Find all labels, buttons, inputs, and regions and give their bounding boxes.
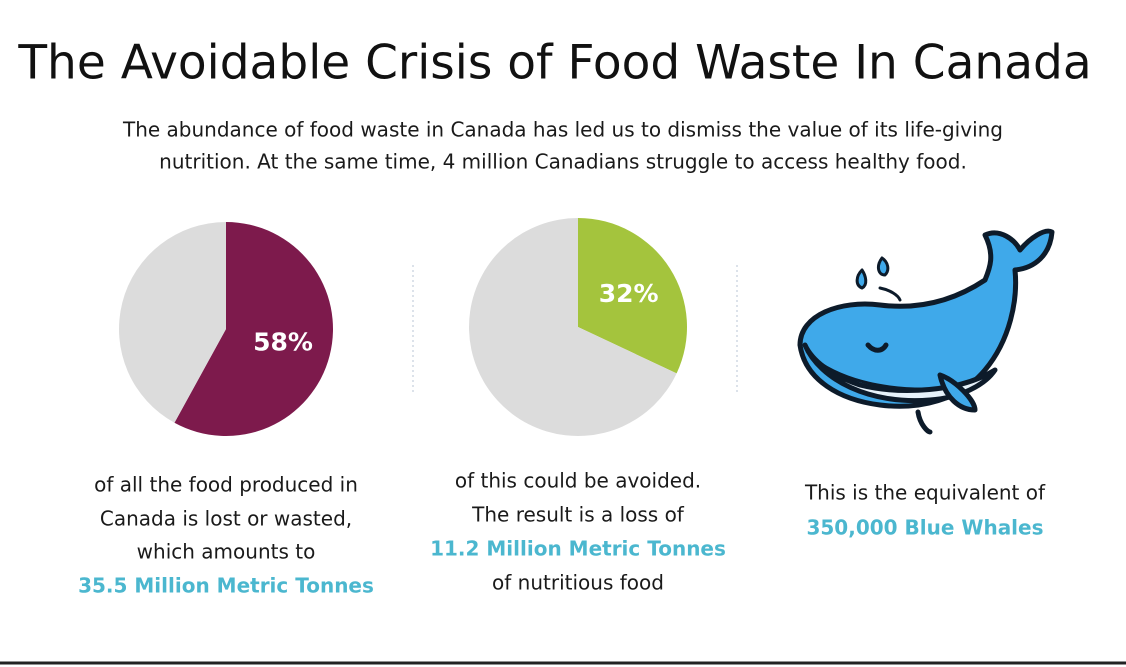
caption-line: Canada is lost or wasted,	[100, 507, 352, 531]
pie-slice	[469, 218, 677, 436]
caption-line: of this could be avoided.	[455, 469, 701, 493]
subtitle-line: nutrition. At the same time, 4 million C…	[159, 150, 967, 174]
title: The Avoidable Crisis of Food Waste In Ca…	[17, 36, 1091, 91]
caption-line: which amounts to	[137, 540, 316, 564]
pies: 58% 32%	[119, 218, 687, 437]
slice-label: 32%	[599, 279, 659, 308]
caption-line: of all the food produced in	[94, 473, 358, 497]
subtitle-line: The abundance of food waste in Canada ha…	[122, 118, 1003, 142]
pie-slice	[578, 218, 687, 374]
caption-highlight: 35.5 Million Metric Tonnes	[78, 574, 374, 598]
caption-line: The result is a loss of	[471, 503, 685, 527]
pie-slice	[119, 222, 226, 423]
caption-highlight: 350,000 Blue Whales	[806, 516, 1043, 540]
caption-highlight: 11.2 Million Metric Tonnes	[430, 537, 726, 561]
slice-label: 58%	[253, 328, 313, 357]
whale-icon	[797, 228, 1055, 435]
caption-line: This is the equivalent of	[804, 481, 1046, 505]
pie-slice	[174, 221, 334, 437]
caption-line: of nutritious food	[492, 571, 664, 595]
